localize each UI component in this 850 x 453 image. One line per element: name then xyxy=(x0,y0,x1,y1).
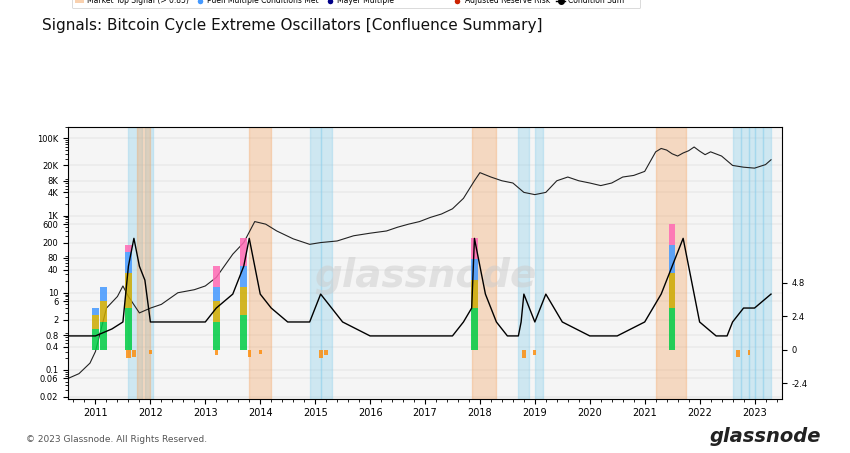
Bar xyxy=(248,350,251,357)
Bar xyxy=(472,127,496,399)
Bar xyxy=(669,224,676,246)
Bar xyxy=(125,308,132,350)
Bar xyxy=(213,301,219,322)
Bar xyxy=(669,308,676,350)
Bar xyxy=(125,273,132,308)
Bar xyxy=(471,238,478,259)
Bar xyxy=(92,308,99,315)
Bar xyxy=(522,350,525,358)
Bar xyxy=(518,127,530,399)
Bar xyxy=(241,238,247,266)
Bar xyxy=(213,287,219,301)
Bar xyxy=(259,350,262,354)
Bar xyxy=(655,127,686,399)
Bar xyxy=(762,127,771,399)
Bar xyxy=(755,127,762,399)
Bar xyxy=(144,127,153,399)
Bar xyxy=(749,127,755,399)
Bar xyxy=(320,127,332,399)
Bar xyxy=(137,127,150,399)
Bar xyxy=(241,287,247,315)
Bar xyxy=(669,273,676,308)
Bar xyxy=(471,308,478,350)
Bar xyxy=(241,315,247,350)
Bar xyxy=(92,329,99,350)
Bar xyxy=(471,259,478,280)
Bar xyxy=(100,287,107,301)
Bar xyxy=(126,350,131,358)
Bar xyxy=(319,350,322,358)
Text: glassnode: glassnode xyxy=(314,257,536,295)
Bar xyxy=(733,127,741,399)
Bar xyxy=(100,301,107,322)
Bar xyxy=(128,127,142,399)
Bar xyxy=(736,350,740,357)
Bar xyxy=(149,350,152,354)
Bar xyxy=(125,246,132,252)
Bar xyxy=(471,280,478,308)
Bar xyxy=(325,350,328,356)
Bar xyxy=(125,252,132,273)
Bar xyxy=(741,127,749,399)
Bar xyxy=(669,246,676,273)
Bar xyxy=(535,127,543,399)
Bar xyxy=(92,315,99,329)
Text: © 2023 Glassnode. All Rights Reserved.: © 2023 Glassnode. All Rights Reserved. xyxy=(26,435,207,443)
Bar xyxy=(534,350,536,356)
Legend: BTC: Price [USD], Cycle Low Signal (< -0.70), Market Top Signal (> 0.85), MVRV C: BTC: Price [USD], Cycle Low Signal (< -0… xyxy=(71,0,640,8)
Text: Signals: Bitcoin Cycle Extreme Oscillators [Confluence Summary]: Signals: Bitcoin Cycle Extreme Oscillato… xyxy=(42,18,543,33)
Bar xyxy=(213,322,219,350)
Bar xyxy=(748,350,751,356)
Bar xyxy=(213,266,219,287)
Bar xyxy=(215,350,218,356)
Bar xyxy=(100,322,107,350)
Text: glassnode: glassnode xyxy=(709,427,821,446)
Bar xyxy=(309,127,320,399)
Bar xyxy=(241,266,247,287)
Bar xyxy=(133,350,135,357)
Bar xyxy=(249,127,271,399)
